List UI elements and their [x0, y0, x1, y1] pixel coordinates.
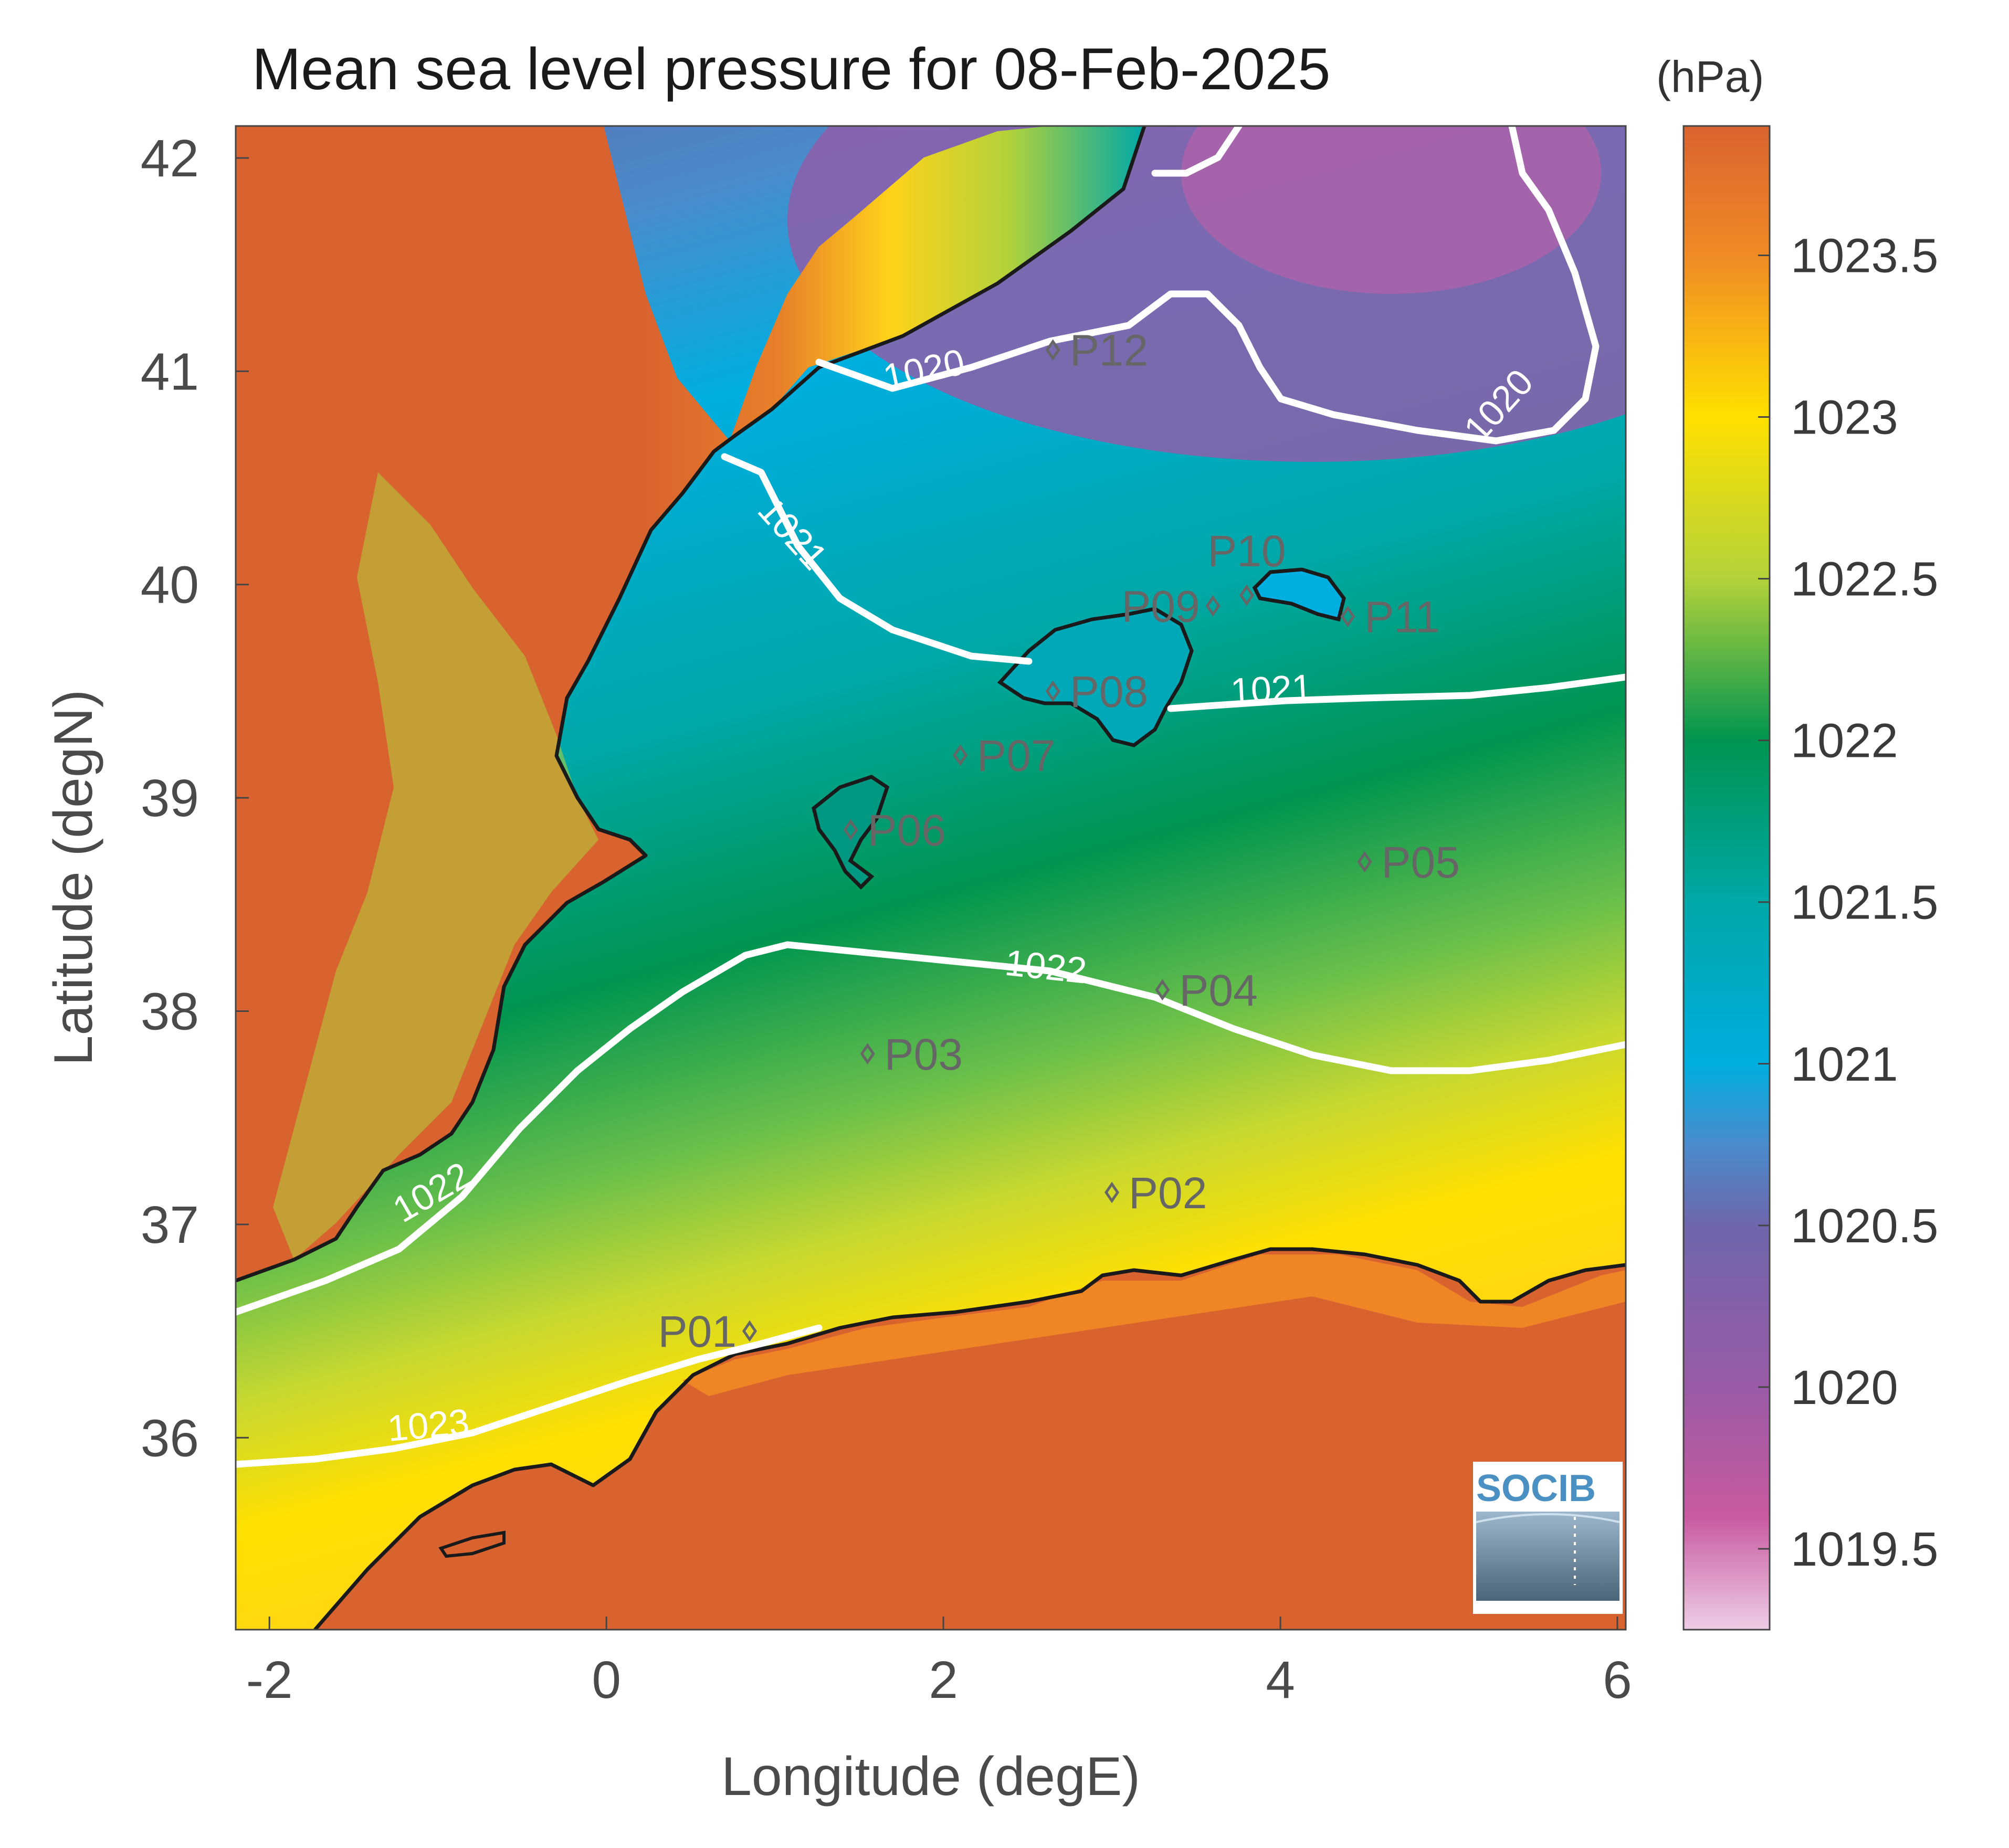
station-label: P04	[1179, 966, 1257, 1015]
colorbar	[1682, 125, 1771, 1631]
x-tick-label: 2	[929, 1651, 958, 1709]
station-label: P09	[1121, 582, 1200, 631]
x-tick-label: 4	[1266, 1651, 1295, 1709]
colorbar-tick-label: 1020.5	[1791, 1199, 1938, 1253]
land-africa-coastal-band	[682, 1254, 1626, 1396]
station-p01[interactable]: P01	[658, 1307, 757, 1356]
station-p02[interactable]: P02	[1105, 1168, 1207, 1218]
colorbar-tick-label: 1019.5	[1791, 1523, 1938, 1576]
station-marker-icon	[1357, 851, 1372, 873]
station-marker-icon	[1155, 979, 1170, 1001]
station-label: P01	[658, 1307, 736, 1356]
colorbar-tick-label: 1023.5	[1791, 229, 1938, 282]
y-tick-label: 36	[141, 1409, 199, 1467]
station-marker-icon	[843, 819, 858, 841]
island-mallorca	[997, 607, 1194, 747]
colorbar-tick-label: 1023	[1791, 391, 1898, 445]
contour-label: 1022	[1003, 942, 1089, 991]
coast-morocco-lagoon	[438, 1530, 506, 1558]
island-menorca	[1252, 567, 1346, 622]
isobar-1020-north	[1151, 126, 1243, 177]
x-tick-label: 6	[1603, 1651, 1632, 1709]
isobar-1021-north	[721, 453, 1033, 665]
station-marker-icon	[1045, 680, 1060, 702]
isobar-1020-west	[815, 126, 1600, 445]
island-ibiza	[812, 775, 890, 890]
station-label: P07	[977, 731, 1055, 780]
station-label: P06	[868, 806, 946, 855]
y-tick-label: 39	[141, 769, 199, 828]
station-p08[interactable]: P08	[1045, 667, 1148, 716]
station-p07[interactable]: P07	[953, 731, 1056, 780]
coastline-africa	[313, 1247, 1626, 1630]
coastline-spain	[236, 126, 1147, 1283]
isobar-1022	[236, 941, 1626, 1316]
y-tick-label: 41	[141, 342, 199, 401]
station-marker-icon	[1205, 595, 1221, 617]
station-label: P12	[1070, 326, 1148, 375]
station-label: P03	[885, 1030, 963, 1079]
map-title: Mean sea level pressure for 08-Feb-2025	[252, 36, 1330, 102]
colorbar-unit: (hPa)	[1656, 52, 1764, 101]
colorbar-tick-label: 1022.5	[1791, 553, 1938, 606]
low-pressure-center	[1181, 126, 1601, 294]
station-marker-icon	[1340, 606, 1355, 628]
station-label: P11	[1364, 593, 1439, 642]
y-axis-label: Latitude (degN)	[43, 690, 104, 1066]
station-p12[interactable]: P12	[1045, 326, 1148, 375]
station-marker-icon	[1045, 339, 1060, 361]
y-tick-label: 42	[141, 129, 199, 188]
colorbar-tick-label: 1021.5	[1791, 876, 1938, 930]
y-tick-label: 37	[141, 1196, 199, 1254]
socib-logo-text: SOCIB	[1476, 1467, 1596, 1509]
colorbar-ticks: 1019.5 1020 1020.5 1021 1021.5 1022 1022.5 1023…	[1758, 229, 1938, 1576]
station-p03[interactable]: P03	[860, 1030, 963, 1079]
station-p11[interactable]: P11	[1340, 593, 1440, 642]
station-marker-icon	[860, 1043, 875, 1065]
station-label: P05	[1381, 838, 1459, 887]
station-p06[interactable]: P06	[843, 806, 946, 855]
contour-label: 1023	[386, 1401, 471, 1449]
station-marker-icon	[953, 744, 968, 766]
y-tick-label: 38	[141, 982, 199, 1041]
station-p09[interactable]: P09	[1121, 582, 1221, 631]
colorbar-tick-label: 1020	[1791, 1361, 1898, 1414]
station-label: P08	[1070, 667, 1148, 716]
x-tick-label: -2	[246, 1651, 293, 1709]
station-p04[interactable]: P04	[1155, 966, 1258, 1015]
colorbar-tick-label: 1021	[1791, 1038, 1898, 1091]
station-label: P10	[1207, 526, 1286, 576]
colorbar-tick-label: 1022	[1791, 714, 1898, 768]
x-axis-label: Longitude (degE)	[721, 1746, 1140, 1807]
y-axis-ticks: 36 37 38 39 40 41 42	[141, 129, 249, 1467]
station-p05[interactable]: P05	[1357, 838, 1460, 887]
land-spain-coastal-band	[273, 472, 598, 1260]
y-tick-label: 40	[141, 556, 199, 615]
isobar-1023	[236, 1324, 823, 1468]
station-label: P02	[1129, 1168, 1207, 1218]
land-africa	[315, 1249, 1626, 1630]
map-frame	[235, 125, 1627, 1631]
station-marker-icon	[1239, 584, 1254, 606]
isobar-1021-east	[1167, 673, 1626, 712]
x-tick-label: 0	[592, 1651, 621, 1709]
station-marker-icon	[1105, 1181, 1120, 1203]
socib-logo: SOCIB	[1473, 1462, 1623, 1614]
contour-label: 1021	[1229, 667, 1313, 712]
x-axis-ticks: -2 0 2 4 6	[246, 1617, 1632, 1709]
station-marker-icon	[742, 1320, 757, 1342]
station-p10[interactable]: P10	[1207, 526, 1286, 606]
